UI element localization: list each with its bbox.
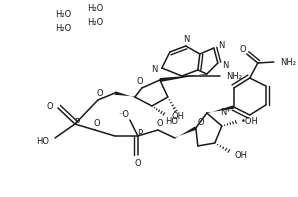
Polygon shape — [175, 126, 197, 138]
Text: N: N — [151, 64, 157, 73]
Text: N: N — [223, 60, 229, 70]
Text: ⁻O: ⁻O — [118, 110, 129, 119]
Text: H₂O: H₂O — [55, 9, 71, 19]
Text: O: O — [156, 119, 163, 127]
Text: N: N — [218, 41, 224, 49]
Text: NH₂: NH₂ — [226, 72, 242, 81]
Text: HO: HO — [36, 138, 49, 147]
Text: NH₂: NH₂ — [280, 58, 296, 67]
Text: O: O — [136, 76, 143, 85]
Text: O: O — [198, 117, 204, 126]
Text: O: O — [47, 101, 53, 111]
Text: H₂O: H₂O — [87, 4, 103, 12]
Text: H₂O: H₂O — [87, 18, 103, 27]
Text: O: O — [97, 88, 103, 98]
Text: O: O — [94, 119, 100, 127]
Text: OH: OH — [234, 151, 247, 160]
Text: P: P — [137, 129, 142, 138]
Text: P: P — [74, 117, 80, 126]
Polygon shape — [160, 73, 207, 82]
Text: HO: HO — [165, 116, 179, 125]
Text: •OH: •OH — [241, 116, 259, 125]
Text: H₂O: H₂O — [55, 23, 71, 33]
Text: O: O — [135, 159, 141, 167]
Text: OH: OH — [171, 112, 184, 121]
Text: N: N — [183, 34, 189, 44]
Polygon shape — [114, 91, 135, 98]
Polygon shape — [207, 105, 234, 113]
Text: O: O — [240, 45, 246, 54]
Text: N⁺: N⁺ — [221, 108, 231, 116]
